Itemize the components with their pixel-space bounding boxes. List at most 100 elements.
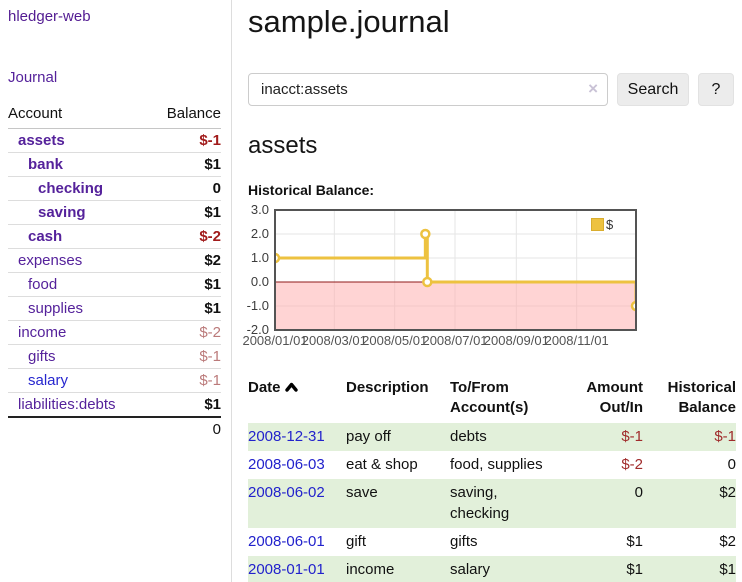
account-row: checking 0	[8, 176, 221, 201]
register-row: 2008-06-02 save saving, checking 0 $2	[248, 479, 736, 528]
account-row: assets $-1	[8, 128, 221, 153]
register-description: eat & shop	[346, 456, 418, 473]
chart-plot-area[interactable]	[269, 209, 642, 335]
account-row: gifts $-1	[8, 344, 221, 369]
account-link-assets[interactable]: assets	[18, 132, 65, 149]
register-header-date[interactable]: Date	[248, 376, 346, 423]
sidebar-item-journal[interactable]: Journal	[8, 69, 58, 86]
register-balance: $-1	[714, 428, 736, 445]
accounts-header-account: Account	[8, 102, 150, 129]
legend-label: $	[606, 217, 614, 232]
account-row: saving $1	[8, 200, 221, 225]
page-title: sample.journal	[248, 4, 450, 39]
register-amount: $-2	[621, 456, 643, 473]
register-header-amount: Amount Out/In	[586, 379, 643, 416]
x-axis-tick: 2008/05/01	[362, 333, 428, 348]
account-balance: $-1	[149, 344, 221, 369]
account-balance: $1	[149, 296, 221, 321]
account-link-salary[interactable]: salary	[28, 372, 69, 389]
register-balance: 0	[727, 456, 736, 473]
account-balance: $1	[149, 272, 221, 297]
register-amount: $1	[626, 533, 643, 550]
register-balance: $1	[719, 561, 736, 578]
accounts-table-body: assets $-1 bank $1 checking 0 saving $1 cash $-2 e…	[8, 128, 221, 441]
account-row: salary $-1	[8, 368, 221, 393]
search-input[interactable]	[248, 73, 608, 106]
account-balance: $1	[149, 152, 221, 177]
y-axis-tick: -2.0	[246, 322, 269, 337]
account-balance: $-2	[149, 224, 221, 249]
account-row: cash $-2	[8, 224, 221, 249]
register-amount: 0	[634, 484, 643, 501]
account-link-income[interactable]: income	[18, 324, 67, 341]
x-axis-tick: 2008/07/01	[422, 333, 488, 348]
account-balance: $-2	[149, 320, 221, 345]
register-description: income	[346, 561, 395, 578]
x-axis-tick: 2008/11/01	[544, 333, 609, 348]
legend-swatch-icon	[591, 218, 604, 231]
register-amount: $1	[626, 561, 643, 578]
account-balance: 0	[149, 176, 221, 201]
account-link-saving[interactable]: saving	[38, 204, 86, 221]
transaction-date-link[interactable]: 2008-12-31	[248, 428, 325, 445]
x-axis-tick: 2008/09/01	[483, 333, 549, 348]
account-link-gifts[interactable]: gifts	[28, 348, 56, 365]
register-row: 2008-06-03 eat & shop food, supplies $-2 0	[248, 451, 736, 479]
sidebar: hledger-web Journal Account Balance asse…	[0, 0, 232, 582]
register-header-accounts: To/From Account(s)	[450, 379, 529, 416]
accounts-table: Account Balance assets $-1 bank $1 checking 0…	[8, 102, 221, 441]
account-link-food[interactable]: food	[28, 276, 58, 293]
register-description: gift	[346, 533, 367, 550]
register-description: pay off	[346, 428, 391, 445]
main-content: sample.journal × Search ? assets Histori…	[233, 0, 742, 582]
y-axis-tick: 1.0	[250, 250, 269, 265]
register-description: save	[346, 484, 378, 501]
account-link-cash[interactable]: cash	[28, 228, 63, 245]
transaction-date-link[interactable]: 2008-06-03	[248, 456, 325, 473]
x-axis-tick: 2008/01/01	[242, 333, 308, 348]
balance-chart: $ 3.0 2.0 1.0 0.0 -1.0 -2.0 2008/01/01 2008/03/…	[242, 202, 648, 359]
search-form: × Search ?	[248, 73, 742, 106]
search-button[interactable]: Search	[617, 73, 689, 106]
account-link-checking[interactable]: checking	[38, 180, 104, 197]
register-accounts: saving, checking	[450, 484, 510, 522]
account-row: income $-2	[8, 320, 221, 345]
account-balance: $-1	[149, 368, 221, 393]
register-amount: $-1	[621, 428, 643, 445]
accounts-total-row: 0	[8, 416, 221, 441]
y-axis-tick: 2.0	[250, 226, 269, 241]
account-row: food $1	[8, 272, 221, 297]
account-balance: $-1	[149, 128, 221, 153]
account-link-bank[interactable]: bank	[28, 156, 64, 173]
app-title-link[interactable]: hledger-web	[8, 8, 91, 25]
account-link-liabilities-debts[interactable]: liabilities:debts	[18, 396, 116, 413]
register-table: Date Description To/From Account(s) Amou…	[248, 376, 736, 582]
transaction-date-link[interactable]: 2008-01-01	[248, 561, 325, 578]
chart-legend: $	[589, 216, 616, 233]
register-balance: $2	[719, 484, 736, 501]
register-row: 2008-06-01 gift gifts $1 $2	[248, 528, 736, 556]
y-axis-tick: 3.0	[250, 202, 269, 217]
register-accounts: salary	[450, 561, 491, 578]
y-axis-tick: -1.0	[246, 298, 269, 313]
account-heading: assets	[248, 132, 318, 159]
transaction-date-link[interactable]: 2008-06-01	[248, 533, 325, 550]
accounts-total-value: 0	[149, 416, 221, 441]
account-link-expenses[interactable]: expenses	[18, 252, 83, 269]
accounts-header-balance: Balance	[149, 102, 221, 129]
register-balance: $2	[719, 533, 736, 550]
sort-asc-icon	[284, 379, 298, 399]
help-button[interactable]: ?	[698, 73, 734, 106]
register-accounts: gifts	[450, 533, 478, 550]
x-axis-tick: 2008/03/01	[301, 333, 367, 348]
y-axis-tick: 0.0	[250, 274, 269, 289]
account-row: expenses $2	[8, 248, 221, 273]
account-link-supplies[interactable]: supplies	[28, 300, 84, 317]
account-balance: $1	[149, 200, 221, 225]
account-row: supplies $1	[8, 296, 221, 321]
clear-search-icon[interactable]: ×	[588, 79, 598, 98]
register-row: 2008-01-01 income salary $1 $1	[248, 556, 736, 582]
transaction-date-link[interactable]: 2008-06-02	[248, 484, 325, 501]
account-row: bank $1	[8, 152, 221, 177]
